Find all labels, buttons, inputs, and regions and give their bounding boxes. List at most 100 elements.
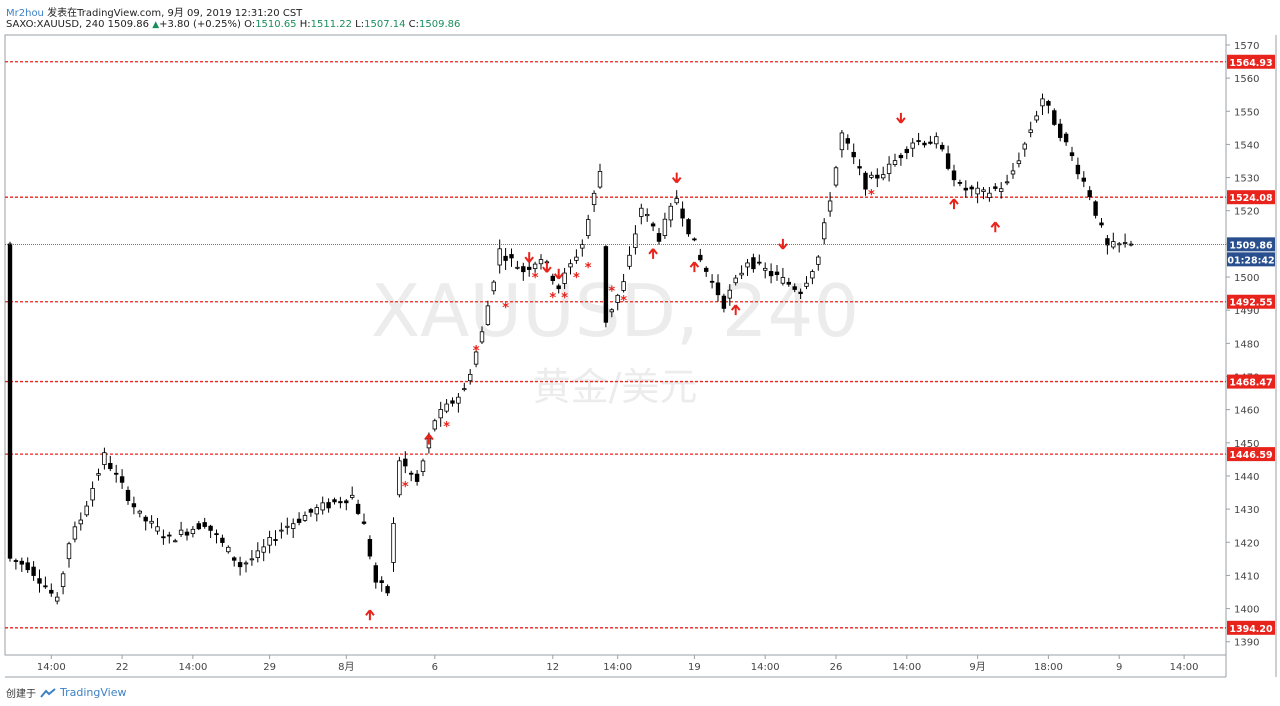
candle-body[interactable] bbox=[226, 546, 231, 553]
candle-body[interactable] bbox=[249, 558, 255, 561]
candle-body[interactable] bbox=[273, 539, 278, 541]
candle-body[interactable] bbox=[308, 509, 314, 513]
candle-body[interactable] bbox=[479, 331, 485, 343]
candle-body[interactable] bbox=[627, 254, 632, 267]
candle-body[interactable] bbox=[692, 238, 697, 241]
candle-body[interactable] bbox=[833, 167, 839, 186]
candle-body[interactable] bbox=[1034, 115, 1039, 121]
candle-body[interactable] bbox=[1058, 123, 1063, 138]
candle-body[interactable] bbox=[945, 153, 951, 169]
candle-body[interactable] bbox=[845, 138, 850, 144]
candle-body[interactable] bbox=[603, 246, 609, 323]
candle-body[interactable] bbox=[963, 187, 968, 191]
candle-body[interactable] bbox=[102, 452, 107, 465]
candle-body[interactable] bbox=[290, 523, 296, 529]
candle-body[interactable] bbox=[255, 550, 260, 559]
candle-body[interactable] bbox=[420, 460, 426, 472]
candle-body[interactable] bbox=[19, 560, 24, 565]
candle-body[interactable] bbox=[698, 254, 703, 261]
candle-body[interactable] bbox=[60, 573, 66, 587]
candle-body[interactable] bbox=[214, 533, 219, 536]
candle-body[interactable] bbox=[167, 534, 172, 537]
candle-body[interactable] bbox=[922, 142, 927, 146]
candle-body[interactable] bbox=[780, 277, 786, 284]
candle-body[interactable] bbox=[733, 277, 738, 284]
candle-body[interactable] bbox=[609, 309, 614, 313]
candle-body[interactable] bbox=[591, 192, 597, 206]
candle-body[interactable] bbox=[715, 282, 721, 296]
candle-body[interactable] bbox=[155, 526, 160, 532]
candle-body[interactable] bbox=[184, 531, 190, 536]
candle-body[interactable] bbox=[202, 522, 207, 527]
candle-body[interactable] bbox=[993, 186, 998, 189]
candle-body[interactable] bbox=[243, 562, 249, 565]
candle-body[interactable] bbox=[196, 523, 201, 530]
candle-body[interactable] bbox=[432, 420, 437, 430]
candle-body[interactable] bbox=[261, 546, 266, 553]
candle-body[interactable] bbox=[863, 172, 868, 190]
candle-body[interactable] bbox=[1028, 129, 1033, 133]
candle-body[interactable] bbox=[745, 262, 750, 268]
candle-body[interactable] bbox=[804, 282, 809, 287]
candle-body[interactable] bbox=[208, 525, 213, 531]
candle-body[interactable] bbox=[975, 187, 980, 195]
candle-body[interactable] bbox=[662, 218, 668, 236]
candle-body[interactable] bbox=[391, 523, 396, 563]
candle-body[interactable] bbox=[704, 267, 709, 272]
candle-body[interactable] bbox=[78, 519, 83, 525]
candle-body[interactable] bbox=[1046, 101, 1051, 106]
candle-body[interactable] bbox=[72, 526, 78, 540]
candle-body[interactable] bbox=[656, 233, 662, 242]
candle-body[interactable] bbox=[615, 294, 620, 303]
candle-body[interactable] bbox=[857, 166, 862, 169]
candle-body[interactable] bbox=[1075, 164, 1081, 175]
candle-body[interactable] bbox=[1122, 242, 1128, 244]
candle-body[interactable] bbox=[1099, 222, 1104, 226]
candle-body[interactable] bbox=[928, 141, 933, 144]
candle-body[interactable] bbox=[686, 219, 691, 235]
candle-body[interactable] bbox=[633, 233, 638, 248]
candle-body[interactable] bbox=[680, 208, 685, 219]
candle-body[interactable] bbox=[438, 409, 443, 419]
candle-body[interactable] bbox=[1081, 177, 1086, 182]
candle-body[interactable] bbox=[668, 205, 673, 221]
candle-body[interactable] bbox=[580, 244, 585, 249]
candle-body[interactable] bbox=[727, 289, 732, 299]
candle-body[interactable] bbox=[31, 566, 36, 576]
candle-body[interactable] bbox=[279, 529, 284, 532]
candle-body[interactable] bbox=[379, 580, 384, 583]
candle-body[interactable] bbox=[957, 182, 963, 184]
candle-body[interactable] bbox=[786, 281, 791, 285]
candle-body[interactable] bbox=[792, 286, 797, 290]
candle-body[interactable] bbox=[13, 560, 19, 562]
candle-body[interactable] bbox=[586, 219, 591, 237]
candle-body[interactable] bbox=[66, 543, 72, 560]
candle-body[interactable] bbox=[904, 148, 909, 154]
candle-body[interactable] bbox=[338, 501, 343, 504]
candle-body[interactable] bbox=[302, 515, 308, 521]
candle-body[interactable] bbox=[485, 305, 491, 325]
candle-body[interactable] bbox=[650, 223, 656, 227]
candle-body[interactable] bbox=[414, 473, 420, 482]
candle-body[interactable] bbox=[1069, 152, 1075, 157]
candle-body[interactable] bbox=[940, 144, 945, 150]
candle-body[interactable] bbox=[674, 198, 679, 204]
candle-body[interactable] bbox=[84, 505, 89, 516]
candle-body[interactable] bbox=[314, 507, 319, 515]
candle-body[interactable] bbox=[178, 529, 184, 535]
candle-body[interactable] bbox=[108, 462, 113, 470]
candle-body[interactable] bbox=[25, 562, 30, 571]
candle-body[interactable] bbox=[515, 266, 520, 269]
candle-body[interactable] bbox=[881, 174, 886, 179]
candle-body[interactable] bbox=[125, 489, 131, 501]
candle-body[interactable] bbox=[757, 261, 762, 264]
candle-body[interactable] bbox=[220, 537, 225, 543]
candle-body[interactable] bbox=[503, 255, 508, 261]
candle-body[interactable] bbox=[839, 132, 845, 151]
tradingview-brand[interactable]: TradingView bbox=[60, 686, 127, 699]
candle-body[interactable] bbox=[231, 557, 237, 561]
candle-body[interactable] bbox=[774, 271, 780, 275]
author-name[interactable]: Mr2hou bbox=[6, 8, 44, 19]
candle-body[interactable] bbox=[385, 586, 390, 594]
candle-body[interactable] bbox=[810, 271, 815, 279]
